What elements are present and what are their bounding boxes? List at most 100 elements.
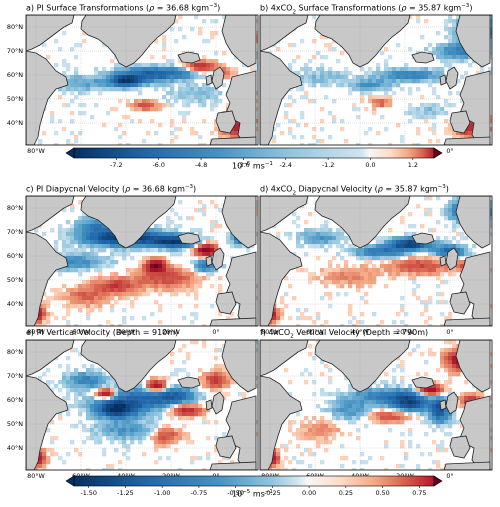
field-cell (392, 75, 397, 80)
field-cell (396, 83, 401, 88)
field-cell (432, 460, 437, 465)
field-cell (202, 71, 207, 76)
field-cell (340, 83, 345, 88)
field-cell (332, 280, 337, 285)
field-cell (54, 316, 59, 321)
field-cell (178, 436, 183, 441)
field-cell (146, 67, 151, 72)
field-cell (146, 420, 151, 425)
field-cell (154, 424, 159, 429)
field-cell (74, 388, 79, 393)
field-cell (126, 272, 131, 277)
field-cell (162, 55, 167, 60)
field-cell (106, 244, 111, 249)
field-cell (86, 416, 91, 421)
field-cell (324, 95, 329, 100)
field-cell (444, 55, 449, 60)
field-cell (138, 384, 143, 389)
field-cell (158, 276, 163, 281)
field-cell (58, 228, 63, 233)
field-cell (170, 139, 175, 144)
field-cell (126, 392, 131, 397)
field-cell (416, 404, 421, 409)
field-cell (122, 115, 127, 120)
field-cell (182, 87, 187, 92)
field-cell (316, 240, 321, 245)
field-cell (178, 432, 183, 437)
field-cell (312, 432, 317, 437)
field-cell (118, 296, 123, 301)
field-cell (102, 87, 107, 92)
colorbar-gradient (73, 475, 435, 487)
field-cell (198, 268, 203, 273)
field-cell (202, 143, 207, 145)
field-cell (154, 236, 159, 241)
field-cell (452, 352, 457, 357)
field-cell (420, 420, 425, 425)
field-cell (388, 264, 393, 269)
field-cell (388, 71, 393, 76)
field-cell (182, 316, 187, 321)
field-cell (94, 228, 99, 233)
field-cell (444, 27, 449, 32)
field-cell (94, 264, 99, 269)
field-cell (384, 244, 389, 249)
field-cell (94, 276, 99, 281)
field-cell (202, 55, 207, 60)
field-cell (444, 264, 449, 269)
field-cell (206, 244, 211, 249)
field-cell (420, 224, 425, 229)
field-cell (428, 392, 433, 397)
field-cell (340, 232, 345, 237)
field-cell (70, 87, 75, 92)
field-cell (206, 272, 211, 277)
title-text: = 36.68 kgm (130, 184, 185, 194)
field-cell (308, 83, 313, 88)
field-cell (110, 392, 115, 397)
field-cell (308, 212, 313, 217)
field-cell (58, 232, 63, 237)
field-cell (440, 248, 445, 253)
field-cell (420, 95, 425, 100)
field-cell (134, 79, 139, 84)
field-cell (90, 308, 95, 313)
field-cell (86, 268, 91, 273)
field-cell (178, 468, 183, 470)
field-cell (190, 252, 195, 257)
field-cell (74, 135, 79, 140)
field-cell (86, 264, 91, 269)
field-cell (332, 404, 337, 409)
field-cell (178, 388, 183, 393)
field-cell (150, 99, 155, 104)
field-cell (174, 228, 179, 233)
field-cell (178, 248, 183, 253)
field-cell (82, 380, 87, 385)
field-cell (276, 452, 281, 457)
field-cell (444, 388, 449, 393)
field-cell (158, 107, 163, 112)
field-cell (62, 87, 67, 92)
field-cell (130, 284, 135, 289)
field-cell (416, 392, 421, 397)
field-cell (428, 416, 433, 421)
field-cell (368, 95, 373, 100)
field-cell (392, 388, 397, 393)
field-cell (186, 432, 191, 437)
field-cell (154, 392, 159, 397)
field-cell (380, 264, 385, 269)
title-subscript: 2 (292, 9, 296, 16)
field-cell (344, 75, 349, 80)
field-cell (234, 240, 239, 245)
field-cell (126, 284, 131, 289)
field-cell (316, 424, 321, 429)
field-cell (400, 67, 405, 72)
field-cell (122, 400, 127, 405)
field-cell (170, 236, 175, 241)
field-cell (110, 252, 115, 257)
field-cell (182, 67, 187, 72)
field-cell (130, 276, 135, 281)
field-cell (146, 103, 151, 108)
field-cell (296, 244, 301, 249)
field-cell (348, 308, 353, 313)
field-cell (90, 216, 95, 221)
